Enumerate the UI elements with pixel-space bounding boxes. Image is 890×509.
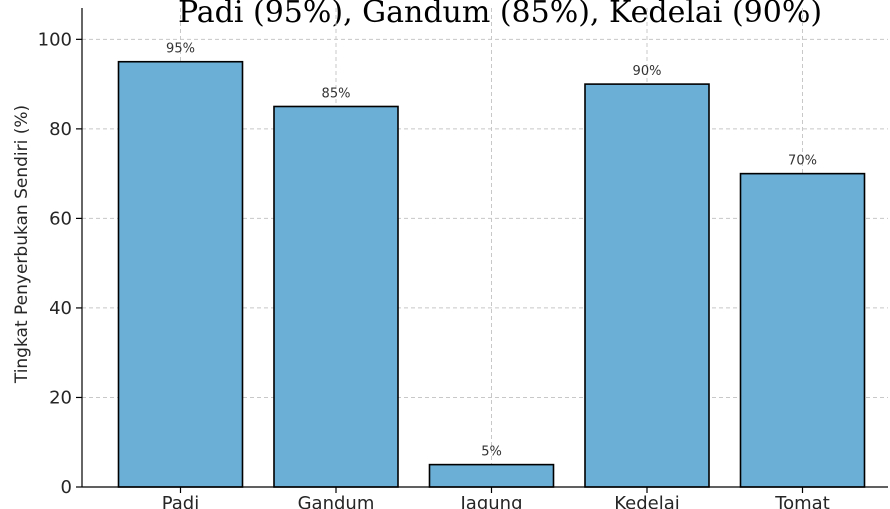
bar-gandum [273, 105, 399, 488]
bar-tomat [739, 172, 866, 488]
data-label-kedelai: 90% [633, 64, 662, 79]
x-tick-label-jagung: Jagung [459, 493, 522, 509]
data-label-padi: 95% [166, 42, 195, 57]
y-tick-label: 80 [49, 119, 72, 140]
x-tick-label-tomat: Tomat [774, 493, 830, 509]
data-label-gandum: 85% [322, 86, 351, 101]
x-tick-label-padi: Padi [162, 493, 200, 509]
y-tick-label: 40 [49, 298, 72, 319]
y-tick-label: 20 [49, 387, 72, 408]
x-tick-label-gandum: Gandum [298, 493, 375, 509]
y-axis-label: Tingkat Penyerbukan Sendiri (%) [12, 105, 32, 384]
y-tick-label: 100 [38, 29, 72, 50]
chart-title: Padi (95%), Gandum (85%), Kedelai (90%) [178, 0, 822, 30]
data-label-jagung: 5% [481, 445, 502, 460]
y-tick-label: 60 [49, 208, 72, 229]
data-label-tomat: 70% [788, 154, 817, 169]
bar-kedelai [584, 83, 710, 488]
bar-padi [117, 60, 244, 488]
y-tick-label: 0 [61, 477, 72, 498]
x-tick-label-kedelai: Kedelai [614, 493, 680, 509]
bar-jagung [428, 463, 555, 488]
